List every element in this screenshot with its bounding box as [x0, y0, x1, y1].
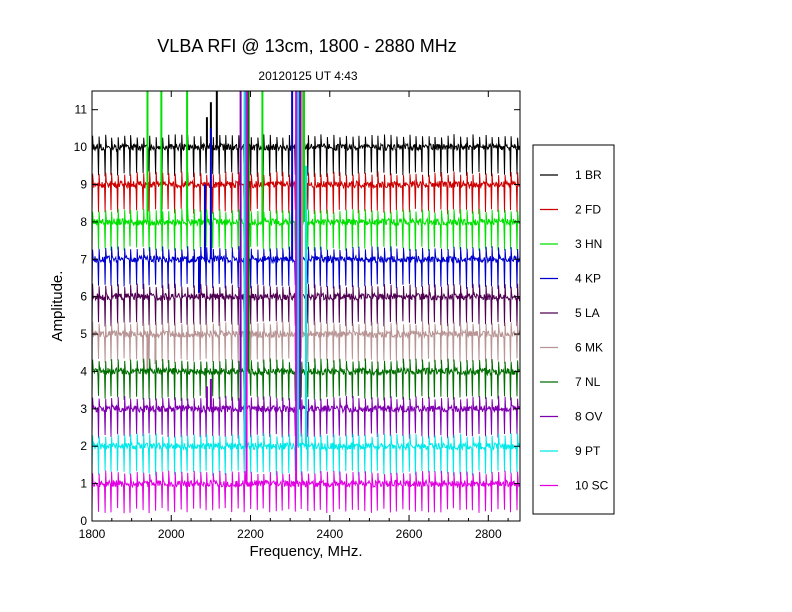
legend-label: 3 HN	[575, 237, 602, 251]
y-axis: 0 1 2 3 4 5 6 7 8 9 10 11	[74, 103, 520, 528]
y-tick-label: 8	[80, 215, 87, 229]
series-line	[92, 470, 520, 514]
legend-box	[532, 144, 615, 515]
chart-subtitle: 20120125 UT 4:43	[258, 69, 358, 83]
series-layer	[92, 91, 520, 514]
x-tick-label: 2200	[237, 527, 264, 541]
y-tick-label: 4	[80, 364, 87, 378]
legend-label: 8 OV	[575, 410, 602, 424]
legend-label: 1 BR	[575, 168, 602, 182]
y-tick-label: 5	[80, 327, 87, 341]
y-tick-label: 9	[80, 177, 87, 191]
y-tick-label: 10	[74, 140, 88, 154]
x-tick-label: 2400	[316, 527, 343, 541]
legend-label: 10 SC	[575, 479, 609, 493]
x-axis: 1800 2000 2200 2400 2600 2800	[79, 91, 509, 541]
y-tick-label: 6	[80, 290, 87, 304]
x-tick-label: 1800	[79, 527, 106, 541]
series-line	[92, 134, 520, 178]
y-tick-label: 2	[80, 439, 87, 453]
y-tick-label: 11	[75, 103, 88, 117]
y-tick-label: 0	[80, 514, 87, 528]
x-axis-label: Frequency, MHz.	[249, 543, 362, 560]
y-tick-label: 7	[80, 252, 87, 266]
chart-title: VLBA RFI @ 13cm, 1800 - 2880 MHz	[157, 36, 456, 56]
y-tick-label: 1	[80, 477, 87, 491]
legend-label: 7 NL	[575, 375, 601, 389]
legend-label: 2 FD	[575, 203, 601, 217]
legend-label: 6 MK	[575, 341, 603, 355]
y-axis-label: Amplitude.	[49, 271, 66, 342]
y-tick-label: 3	[80, 402, 87, 416]
legend-label: 4 KP	[575, 272, 601, 286]
x-tick-label: 2800	[475, 527, 502, 541]
legend-label: 9 PT	[575, 444, 601, 458]
x-tick-label: 2000	[158, 527, 185, 541]
series-line	[92, 433, 520, 477]
legend-label: 5 LA	[575, 306, 600, 320]
x-tick-label: 2600	[396, 527, 423, 541]
legend: 1 BR 2 FD 3 HN 4 KP 5 LA 6 MK 7 NL 8 OV 9 PT 10 S…	[540, 168, 609, 493]
plot-frame	[91, 90, 521, 522]
